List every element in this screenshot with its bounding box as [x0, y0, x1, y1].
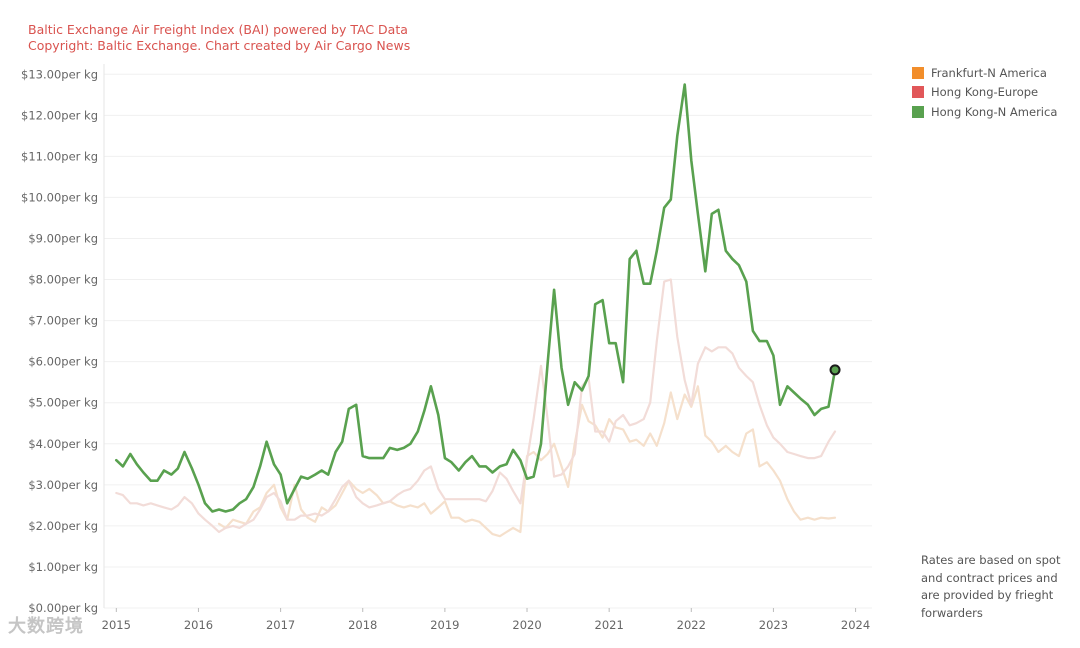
y-tick-label: $9.00per kg — [28, 231, 98, 245]
x-tick-label: 2018 — [348, 618, 377, 632]
x-tick-label: 2016 — [184, 618, 213, 632]
y-tick-label: $2.00per kg — [28, 519, 98, 533]
y-tick-label: $12.00per kg — [21, 108, 98, 122]
legend-swatch-hong-kong-europe — [912, 86, 924, 99]
chart-footnote: Rates are based on spot and contract pri… — [921, 553, 1061, 620]
y-tick-label: $4.00per kg — [28, 437, 98, 451]
credit-line-1: Baltic Exchange Air Freight Index (BAI) … — [28, 22, 408, 37]
y-tick-label: $1.00per kg — [28, 560, 98, 574]
y-tick-label: $10.00per kg — [21, 190, 98, 204]
y-tick-label: $0.00per kg — [28, 601, 98, 615]
y-tick-label: $5.00per kg — [28, 396, 98, 410]
x-tick-label: 2023 — [759, 618, 788, 632]
y-tick-label: $7.00per kg — [28, 314, 98, 328]
chart-series — [115, 83, 837, 538]
x-tick-label: 2022 — [677, 618, 706, 632]
y-tick-label: $3.00per kg — [28, 478, 98, 492]
x-tick-label: 2024 — [841, 618, 870, 632]
legend-label-hong-kong-n-america: Hong Kong-N America — [931, 104, 1058, 119]
credit-line-2: Copyright: Baltic Exchange. Chart create… — [28, 38, 411, 53]
x-tick-label: 2020 — [512, 618, 541, 632]
x-tick-label: 2021 — [595, 618, 624, 632]
last-point-marker — [829, 364, 841, 376]
y-tick-label: $8.00per kg — [28, 273, 98, 287]
watermark-text: 大数跨境 — [8, 616, 84, 637]
legend-swatch-hong-kong-n-america — [912, 105, 924, 118]
chart-markers — [829, 364, 841, 376]
y-tick-label: $11.00per kg — [21, 149, 98, 163]
x-axis: 2015 2016 2017 2018 2019 2020 2021 2022 2023 2024 — [102, 608, 870, 632]
chart-gridlines — [104, 73, 872, 609]
y-tick-label: $6.00per kg — [28, 355, 98, 369]
legend-item-frankfurt-n-america[interactable]: Frankfurt-N America — [912, 63, 1057, 83]
legend-label-frankfurt-n-america: Frankfurt-N America — [931, 65, 1047, 80]
legend-item-hong-kong-n-america[interactable]: Hong Kong-N America — [912, 102, 1057, 122]
x-tick-label: 2019 — [430, 618, 459, 632]
legend-item-hong-kong-europe[interactable]: Hong Kong-Europe — [912, 83, 1057, 103]
legend-label-hong-kong-europe: Hong Kong-Europe — [931, 85, 1039, 100]
x-tick-label: 2017 — [266, 618, 295, 632]
y-axis: $0.00per kg $1.00per kg $2.00per kg $3.00pe… — [21, 64, 105, 615]
x-tick-label: 2015 — [102, 618, 131, 632]
y-tick-label: $13.00per kg — [21, 67, 98, 81]
chart-legend: Frankfurt-N America Hong Kong-Europe Hon… — [912, 63, 1057, 122]
series-line-hong-kong-europe — [115, 278, 837, 534]
chart-credit: Baltic Exchange Air Freight Index (BAI) … — [28, 22, 410, 54]
series-line-hong-kong-n-america — [115, 83, 837, 513]
legend-swatch-frankfurt-n-america — [912, 66, 924, 79]
